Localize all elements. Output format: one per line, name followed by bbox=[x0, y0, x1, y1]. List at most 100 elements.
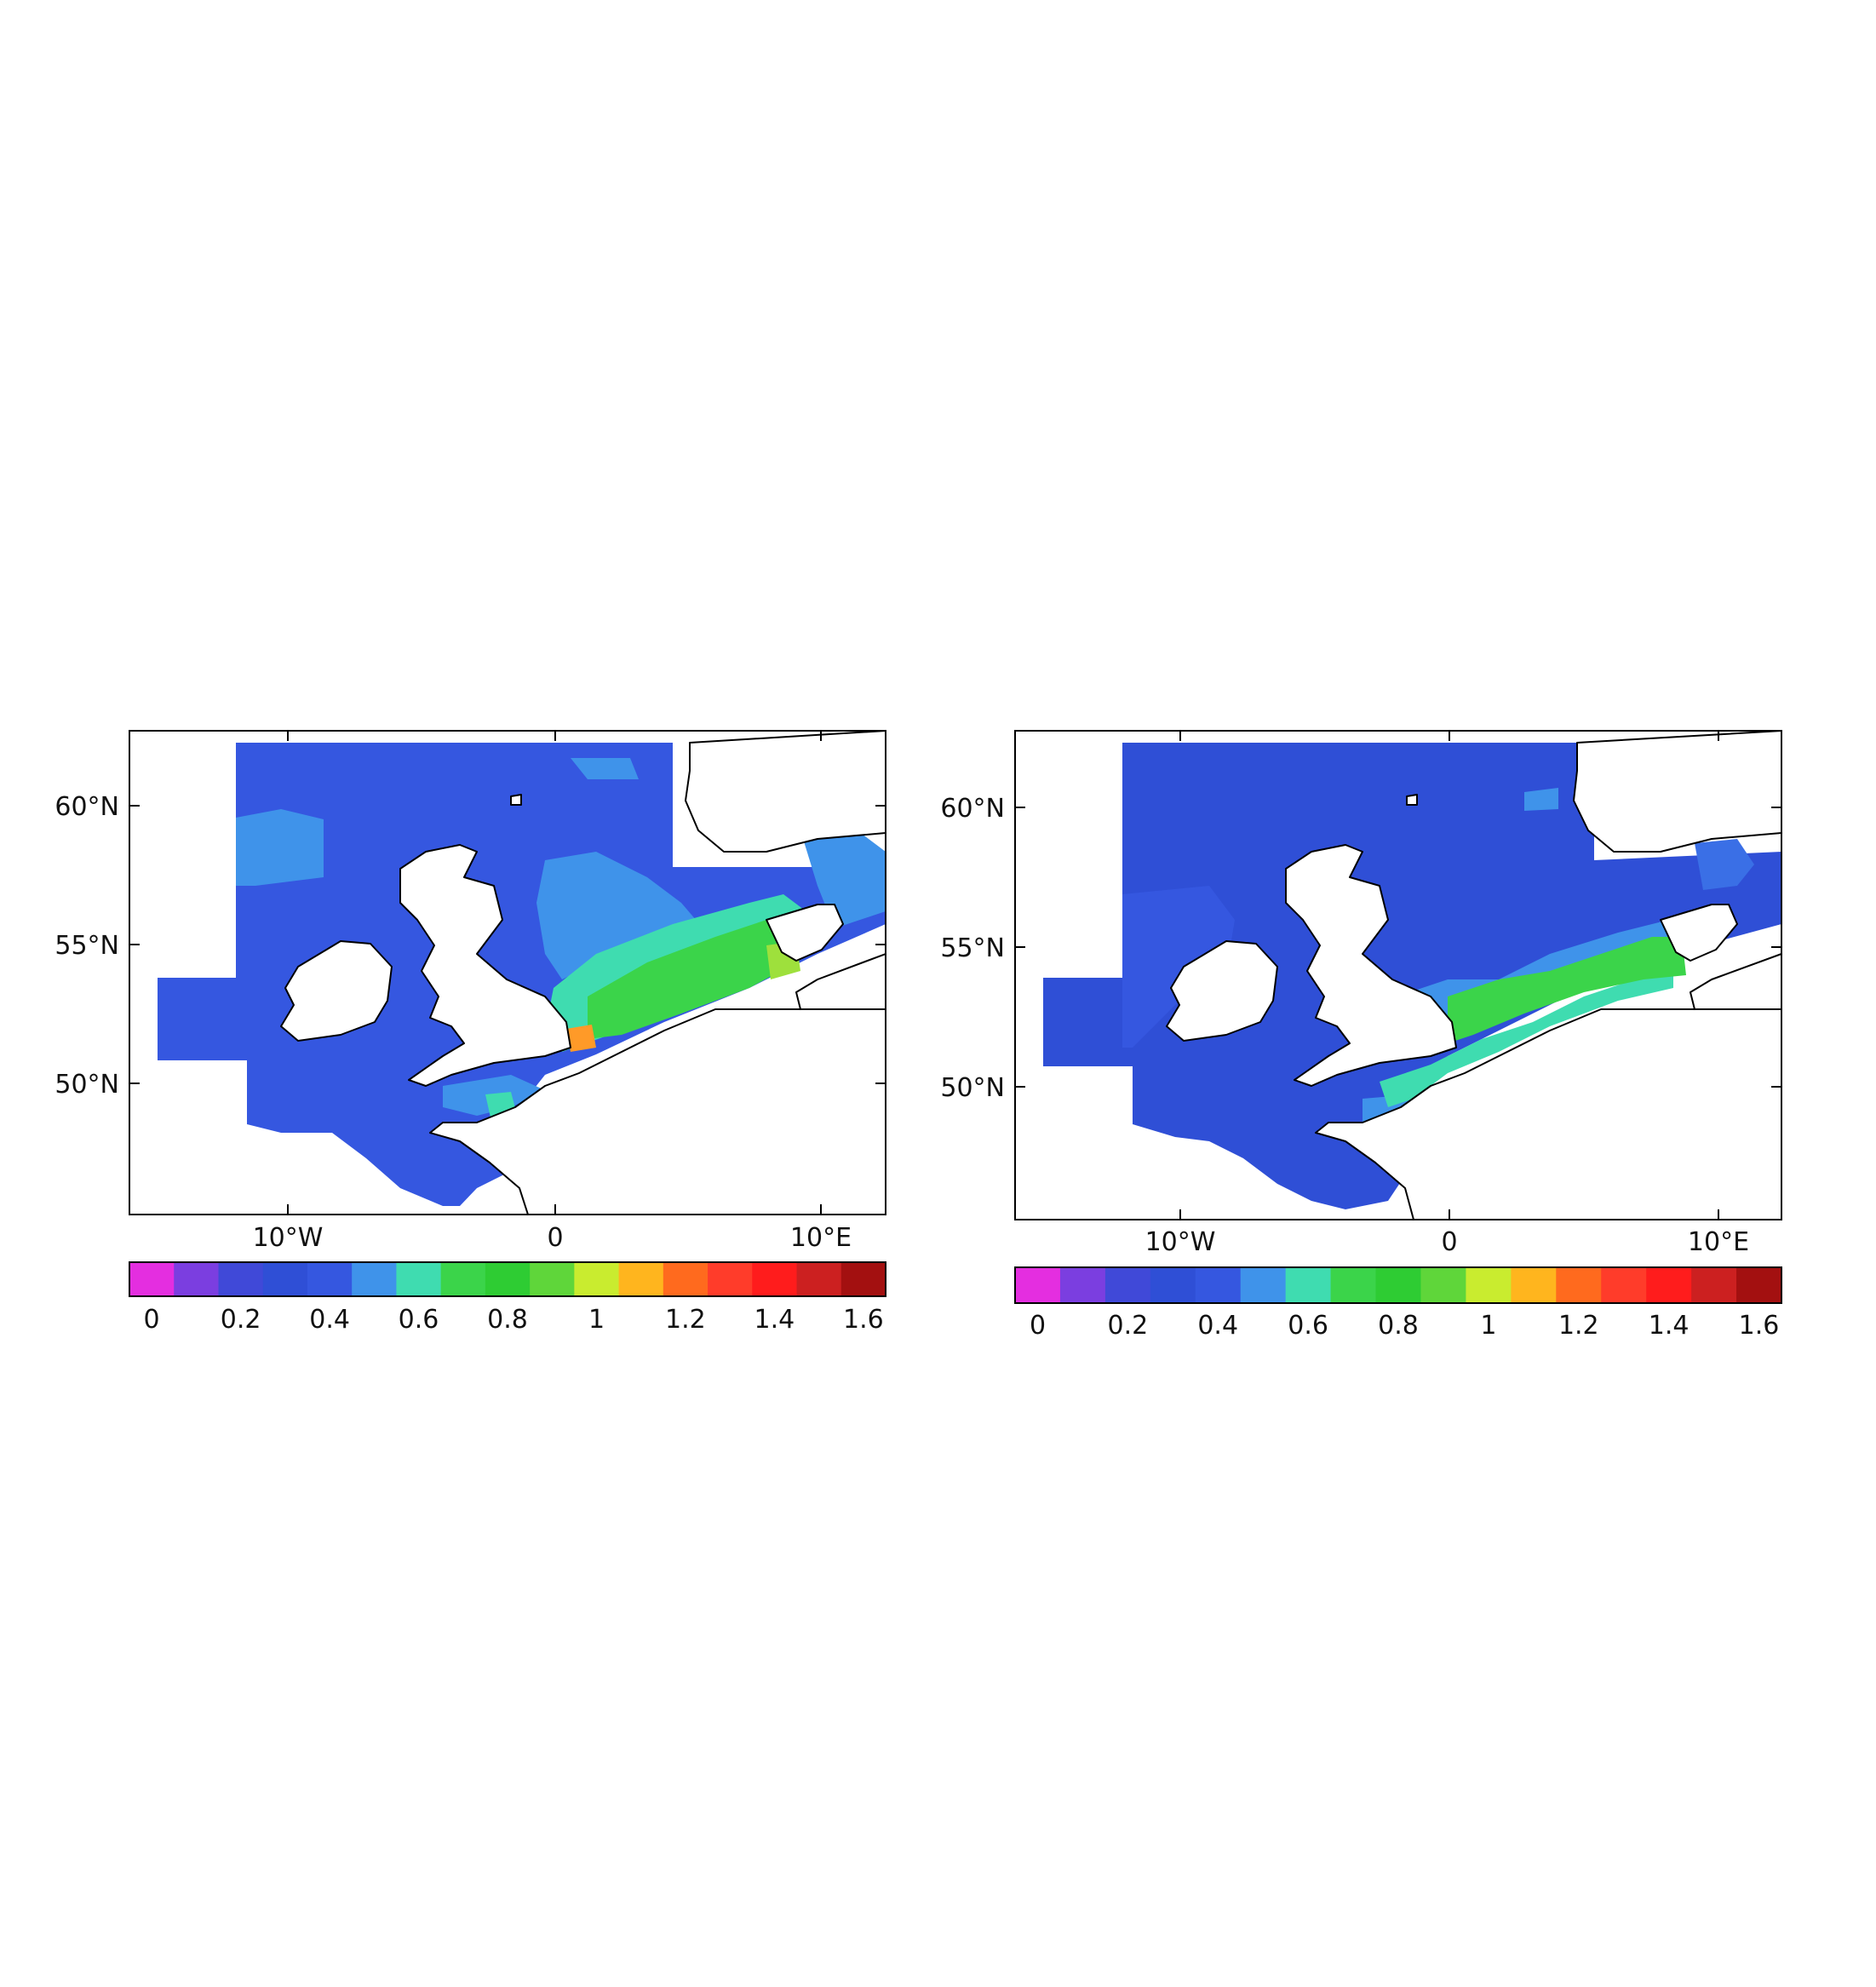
sea-field bbox=[158, 743, 886, 1206]
colorbar-swatch bbox=[1466, 1267, 1512, 1303]
sea-field-light bbox=[536, 852, 707, 979]
lat-ticks: 60°N 55°N 50°N bbox=[55, 792, 886, 1100]
colorbar-label: 1 bbox=[1480, 1311, 1496, 1341]
colorbar-swatch bbox=[708, 1262, 753, 1296]
lon-ticks: 10°W 0 10°E bbox=[253, 731, 852, 1253]
sea-field-green bbox=[1448, 937, 1686, 1043]
colorbar-label: 0.2 bbox=[221, 1305, 261, 1335]
lat-tick-label: 55°N bbox=[55, 931, 119, 961]
colorbar-swatch bbox=[1375, 1267, 1421, 1303]
colorbar-label: 0.6 bbox=[399, 1305, 439, 1335]
colorbar-swatch bbox=[1104, 1267, 1151, 1303]
lon-ticks: 10°W 0 10°E bbox=[1145, 731, 1749, 1257]
colorbar-swatch bbox=[663, 1262, 709, 1296]
colorbar-label: 0.4 bbox=[309, 1305, 350, 1335]
land-great-britain bbox=[399, 844, 571, 1087]
map-field-left bbox=[158, 731, 886, 1215]
lon-tick-label: 10°E bbox=[1688, 1227, 1749, 1257]
map-frame bbox=[129, 730, 886, 1215]
colorbar-swatch bbox=[307, 1262, 353, 1296]
map-panel-right: 60°N 55°N 50°N 10°W 0 10°E 0 0.2 0.4 0.6 0.8… bbox=[940, 730, 1782, 1341]
colorbar-swatch bbox=[1150, 1267, 1196, 1303]
colorbar-swatch bbox=[752, 1262, 798, 1296]
lat-tick-label: 60°N bbox=[55, 792, 119, 822]
colorbar-frame bbox=[1014, 1266, 1782, 1304]
land-ireland bbox=[280, 940, 393, 1042]
land-denmark bbox=[766, 904, 844, 962]
lat-tick-label: 50°N bbox=[55, 1070, 119, 1100]
colorbar-right: 0 0.2 0.4 0.6 0.8 1 1.2 1.4 1.6 bbox=[1014, 1266, 1782, 1341]
colorbar-swatch bbox=[1420, 1267, 1466, 1303]
land-denmark bbox=[1660, 904, 1738, 962]
sea-field bbox=[1043, 743, 1781, 1209]
colorbar-swatch bbox=[174, 1262, 219, 1296]
colorbar-label: 0 bbox=[144, 1305, 160, 1335]
sea-field bbox=[1695, 839, 1754, 890]
colorbar-swatch bbox=[1646, 1267, 1692, 1303]
colorbar-label: 1 bbox=[588, 1305, 605, 1335]
colorbar-swatch bbox=[1691, 1267, 1737, 1303]
colorbar-label: 0 bbox=[1030, 1311, 1046, 1341]
colorbar-label: 0.2 bbox=[1108, 1311, 1149, 1341]
land-ireland bbox=[1166, 940, 1278, 1042]
colorbar-left: 0 0.2 0.4 0.6 0.8 1 1.2 1.4 1.6 bbox=[129, 1261, 886, 1335]
colorbar-label: 1.2 bbox=[665, 1305, 706, 1335]
colorbar-swatch bbox=[1195, 1267, 1242, 1303]
colorbar-label: 1.4 bbox=[754, 1305, 795, 1335]
colorbar-label: 1.4 bbox=[1649, 1311, 1690, 1341]
sea-field-light bbox=[571, 758, 639, 779]
land-shetland bbox=[1406, 794, 1418, 806]
lon-tick-label: 0 bbox=[1441, 1227, 1457, 1257]
colorbar-swatch bbox=[1285, 1267, 1332, 1303]
colorbar-swatch bbox=[1736, 1267, 1782, 1303]
land-netherlands-germany bbox=[1690, 953, 1781, 1010]
land-great-britain bbox=[1285, 844, 1457, 1087]
colorbar-swatch bbox=[1511, 1267, 1557, 1303]
colorbar-swatch bbox=[218, 1262, 264, 1296]
colorbar-swatch bbox=[440, 1262, 486, 1296]
colorbar-swatch bbox=[396, 1262, 442, 1296]
lon-tick-label: 10°E bbox=[790, 1223, 852, 1253]
sea-field-light bbox=[800, 826, 886, 928]
colorbar-swatch bbox=[352, 1262, 397, 1296]
sea-field-light bbox=[1524, 788, 1558, 811]
colorbar-swatch bbox=[530, 1262, 575, 1296]
colorbar-swatch bbox=[574, 1262, 620, 1296]
colorbar-label: 1.6 bbox=[843, 1305, 884, 1335]
lon-tick-label: 10°W bbox=[253, 1223, 324, 1253]
sea-field-light bbox=[236, 809, 324, 886]
map-frame bbox=[1014, 730, 1782, 1220]
colorbar-label: 0.8 bbox=[487, 1305, 528, 1335]
colorbar-swatch bbox=[485, 1262, 531, 1296]
colorbar-label: 1.2 bbox=[1558, 1311, 1599, 1341]
colorbar-label: 0.8 bbox=[1378, 1311, 1419, 1341]
colorbar-swatch bbox=[1015, 1267, 1061, 1303]
colorbar-swatch bbox=[1330, 1267, 1377, 1303]
lat-tick-label: 55°N bbox=[940, 933, 1005, 963]
land-scandinavia bbox=[1573, 731, 1781, 853]
colorbar-swatch bbox=[618, 1262, 664, 1296]
colorbar-swatch bbox=[1059, 1267, 1106, 1303]
colorbar-swatch bbox=[129, 1262, 175, 1296]
sea-field-teal bbox=[1380, 971, 1673, 1107]
land-france bbox=[429, 1008, 886, 1215]
lat-ticks: 60°N 55°N 50°N bbox=[940, 794, 1781, 1103]
land-france bbox=[1315, 1008, 1781, 1220]
lon-tick-label: 10°W bbox=[1145, 1227, 1216, 1257]
colorbar-label: 0.6 bbox=[1288, 1311, 1328, 1341]
colorbar-swatch bbox=[1240, 1267, 1287, 1303]
sea-field-hotspot bbox=[566, 1025, 596, 1052]
colorbar-label: 0.4 bbox=[1197, 1311, 1238, 1341]
lat-tick-label: 50°N bbox=[940, 1073, 1005, 1103]
lon-tick-label: 0 bbox=[547, 1223, 563, 1253]
map-panel-left: 60°N 55°N 50°N 10°W 0 10°E 0 0.2 0.4 0.6 0.8… bbox=[55, 730, 886, 1335]
colorbar-frame bbox=[129, 1261, 886, 1297]
colorbar-swatch bbox=[1556, 1267, 1602, 1303]
colorbar-swatch bbox=[796, 1262, 842, 1296]
colorbar-swatch bbox=[1601, 1267, 1647, 1303]
land-scandinavia bbox=[685, 731, 886, 853]
sea-field bbox=[1122, 886, 1235, 1048]
colorbar-swatch bbox=[840, 1262, 886, 1296]
colorbar-swatch bbox=[262, 1262, 308, 1296]
